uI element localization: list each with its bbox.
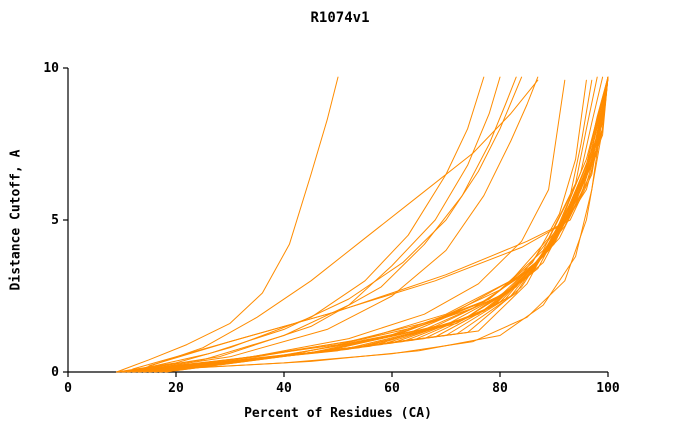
chart-title: R1074v1 [310,10,370,26]
svg-text:0: 0 [64,381,72,396]
x-axis-label: Percent of Residues (CA) [244,406,432,421]
svg-text:20: 20 [168,381,184,396]
y-axis-label: Distance Cutoff, A [8,149,24,291]
svg-text:80: 80 [492,381,508,396]
svg-text:0: 0 [51,365,59,380]
svg-text:10: 10 [43,61,59,76]
svg-text:40: 40 [276,381,292,396]
svg-text:100: 100 [596,381,620,396]
svg-text:60: 60 [384,381,400,396]
svg-text:5: 5 [51,213,59,228]
